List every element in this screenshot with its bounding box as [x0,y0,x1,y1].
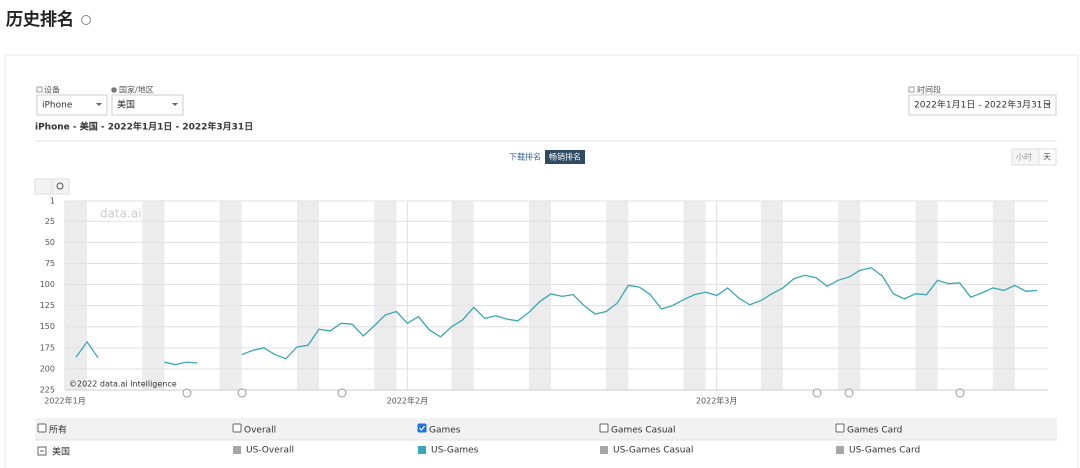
day-button[interactable] [1038,148,1057,166]
period-label: 时间段 [917,85,941,95]
checkbox[interactable] [599,423,609,433]
watermark: data.ai [100,207,142,221]
help-icon[interactable] [81,15,91,25]
x-tick-label: 2022年2月 [387,396,428,406]
checkmark [419,425,425,431]
legend-swatch [836,446,844,454]
filter-label: Games [429,426,461,436]
legend-label: US-Games Card [849,446,920,456]
y-tick-label: 125 [40,301,55,310]
summary: iPhone - 美国 - 2022年1月1日 - 2022年3月31日 [35,121,253,133]
y-tick-label: 225 [40,386,55,395]
weekend-stripe [992,201,1015,390]
weekend-stripe [451,201,474,390]
day-label: 天 [1043,153,1051,162]
y-tick-label: 175 [40,343,55,352]
event-marker[interactable] [182,388,192,398]
filter-label: Overall [244,426,276,436]
device-value: iPhone [42,101,73,111]
rank-line [75,266,1038,366]
device-icon [36,86,43,93]
weekend-stripe [65,201,88,390]
hour-label: 小时 [1016,152,1032,162]
event-marker[interactable] [844,388,854,398]
page-title: 历史排名 [6,9,74,30]
zoom-button[interactable] [52,178,70,195]
dropdown-arrow [1045,103,1051,106]
weekend-stripe [296,201,320,390]
weekend-stripe [142,201,165,390]
legend-swatch [600,446,608,454]
period-value: 2022年1月1日 - 2022年3月31日 [914,99,1051,111]
weekend-stripe [760,201,783,390]
filter-label: Games Card [847,426,902,436]
y-tick-label: 50 [45,238,55,247]
device-label: 设备 [44,85,60,95]
y-tick-label: 75 [45,259,55,268]
legend-swatch [418,446,426,454]
weekend-stripe [606,201,629,390]
event-marker[interactable] [237,388,247,398]
country-select[interactable] [111,94,184,116]
dropdown-arrow [96,103,102,106]
weekend-stripe [374,201,397,390]
weekend-stripe [683,201,706,390]
calendar-icon [908,86,915,93]
weekend-stripe [915,201,938,390]
tab-active-bg[interactable] [545,150,585,164]
x-tick-label: 2022年1月 [44,396,85,406]
checkbox[interactable] [37,423,47,433]
copyright: ©2022 data.ai Intelligence [69,380,177,389]
legend-label: US-Games [431,446,479,456]
event-marker[interactable] [955,388,965,398]
checkbox[interactable] [835,423,845,433]
weekend-stripe [838,201,861,390]
country-row-label: 美国 [52,446,70,458]
country-value: 美国 [117,99,135,111]
event-marker[interactable] [812,388,822,398]
event-marker[interactable] [337,388,347,398]
legend-label: US-Overall [246,446,294,456]
device-select[interactable] [36,94,108,116]
filters: 所有 Overall Games Games Casual Games Card US-O… [37,423,920,456]
filter-label: 所有 [49,424,67,436]
weekend-stripe [219,201,242,390]
globe-icon [111,87,117,93]
filter-header-row [35,418,1057,440]
y-tick-label: 150 [40,322,55,331]
weekend-stripe [528,201,551,390]
y-tick-label: 1 [50,197,55,206]
period-select[interactable] [908,94,1057,116]
country-label: 国家/地区 [119,85,154,95]
legend-swatch [233,446,241,454]
reset-button[interactable] [34,178,52,195]
dropdown-arrow [172,103,178,106]
filter-label: Games Casual [611,426,676,436]
tab-downloads[interactable]: 下载排名 [509,152,541,162]
zoom-icon [56,182,64,190]
y-tick-label: 100 [40,280,55,289]
tab-grossing[interactable]: 畅销排名 [549,152,581,162]
checkbox[interactable] [417,423,427,433]
legend-label: US-Games Casual [613,446,693,456]
y-tick-label: 200 [40,364,55,373]
checkbox[interactable] [232,423,242,433]
x-tick-label: 2022年3月 [696,396,737,406]
y-tick-label: 25 [45,217,55,226]
